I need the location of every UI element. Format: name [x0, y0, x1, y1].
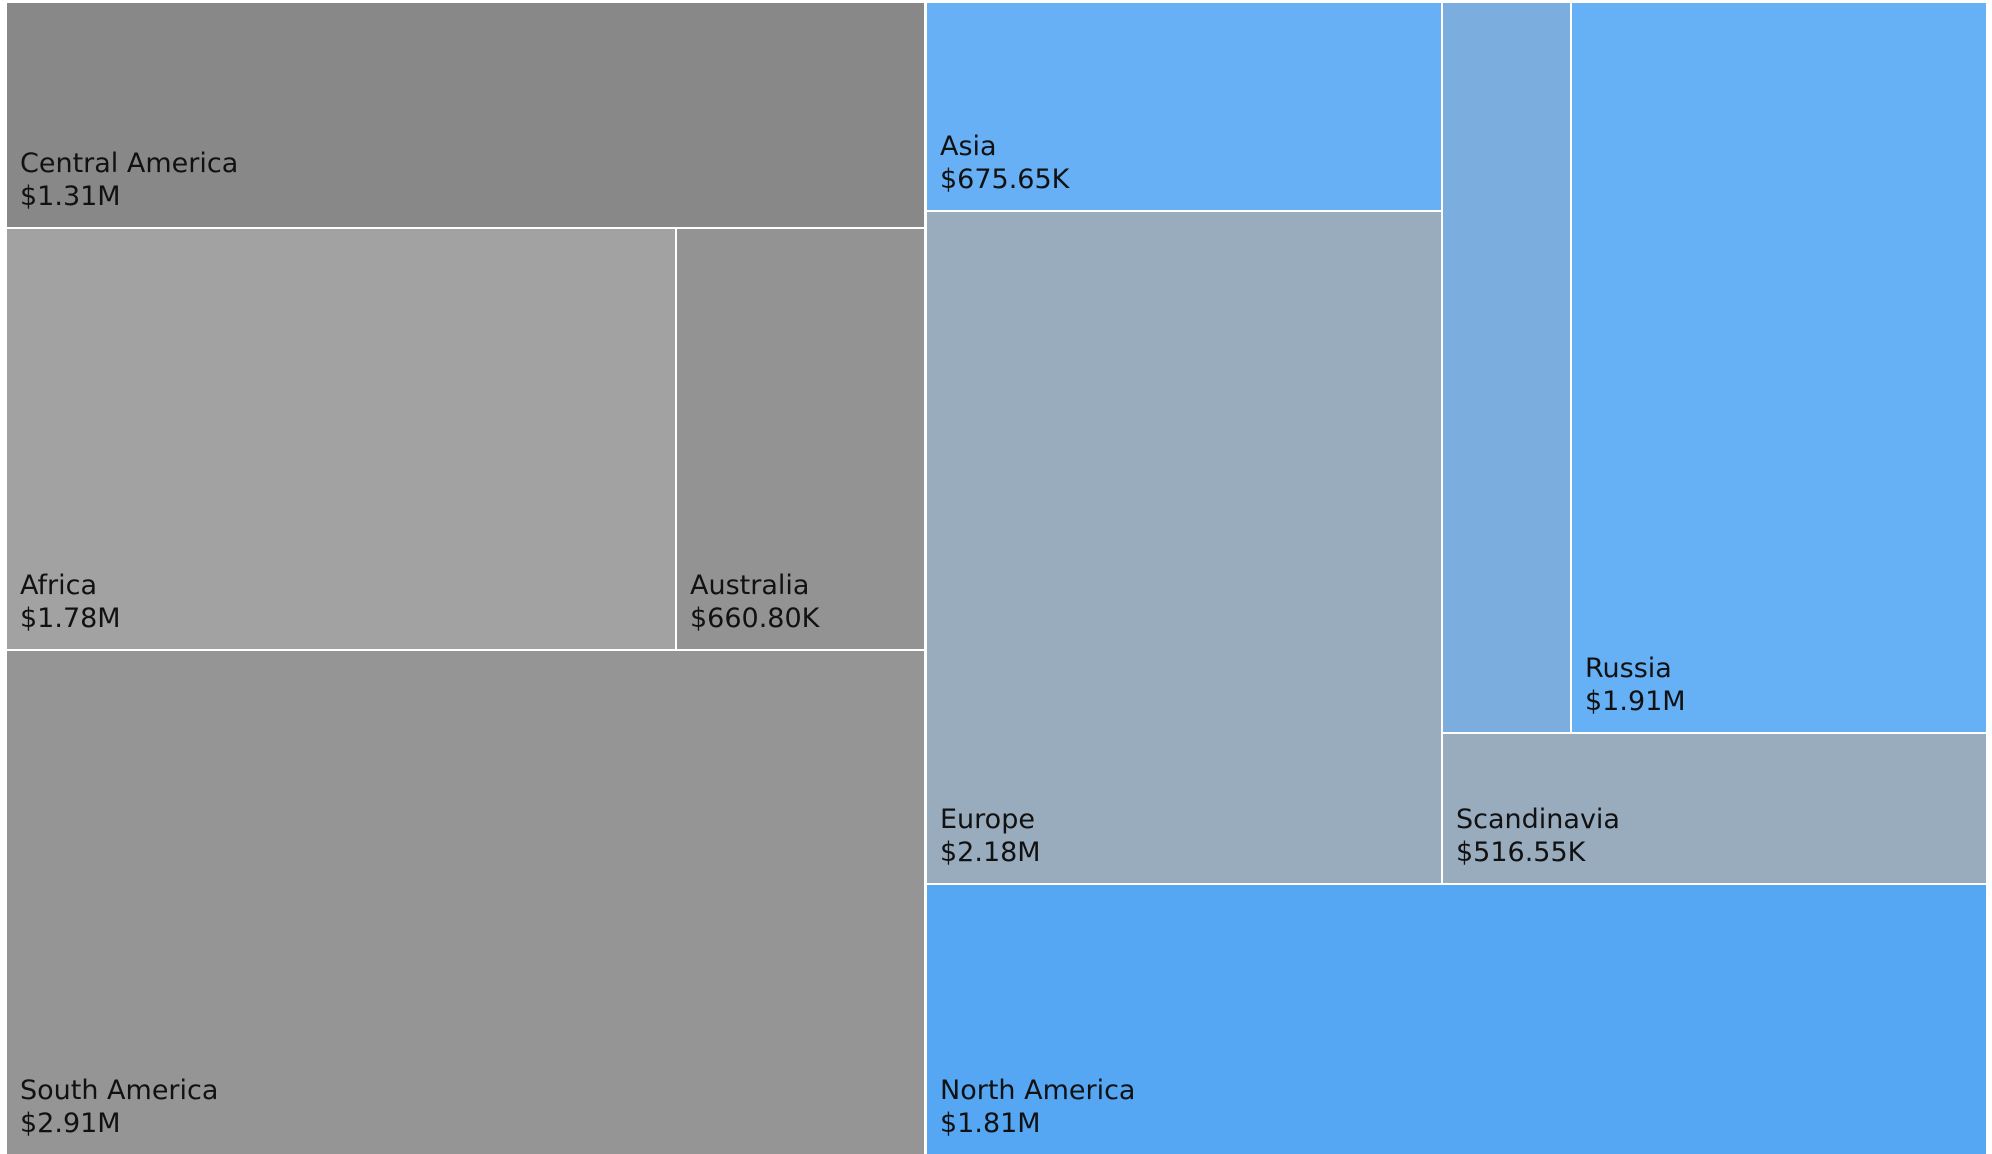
tile-label: Russia $1.91M: [1585, 652, 1686, 718]
treemap-tile-unlabeled[interactable]: [1443, 3, 1570, 732]
treemap-tile-north-america[interactable]: North America $1.81M: [927, 885, 1986, 1154]
tile-label: South America $2.91M: [20, 1074, 218, 1140]
tile-name: Russia: [1585, 653, 1672, 684]
tile-value: $1.91M: [1585, 686, 1686, 717]
tile-name: South America: [20, 1075, 219, 1106]
tile-name: Africa: [20, 570, 98, 601]
tile-value: $2.91M: [20, 1108, 121, 1139]
tile-label: Central America $1.31M: [20, 147, 238, 213]
treemap-tile-russia[interactable]: Russia $1.91M: [1572, 3, 1986, 732]
tile-label: North America $1.81M: [940, 1074, 1135, 1140]
tile-name: Europe: [940, 804, 1035, 835]
tile-value: $660.80K: [690, 603, 820, 634]
treemap-tile-australia[interactable]: Australia $660.80K: [677, 229, 924, 649]
treemap-tile-europe[interactable]: Europe $2.18M: [927, 212, 1441, 883]
treemap-tile-scandinavia[interactable]: Scandinavia $516.55K: [1443, 734, 1986, 883]
tile-value: $2.18M: [940, 837, 1041, 868]
treemap-tile-south-america[interactable]: South America $2.91M: [7, 651, 924, 1154]
tile-label: Europe $2.18M: [940, 803, 1041, 869]
tile-name: Australia: [690, 570, 810, 601]
treemap-tile-asia[interactable]: Asia $675.65K: [927, 3, 1441, 210]
tile-name: Central America: [20, 148, 239, 179]
tile-label: Australia $660.80K: [690, 569, 819, 635]
tile-value: $1.31M: [20, 181, 121, 212]
tile-value: $1.81M: [940, 1108, 1041, 1139]
tile-value: $1.78M: [20, 603, 121, 634]
tile-name: Scandinavia: [1456, 804, 1620, 835]
tile-label: Africa $1.78M: [20, 569, 121, 635]
tile-value: $675.65K: [940, 164, 1070, 195]
treemap-tile-central-america[interactable]: Central America $1.31M: [7, 3, 924, 227]
treemap-tile-africa[interactable]: Africa $1.78M: [7, 229, 675, 649]
tile-value: $516.55K: [1456, 837, 1586, 868]
tile-label: Asia $675.65K: [940, 130, 1069, 196]
tile-label: Scandinavia $516.55K: [1456, 803, 1620, 869]
tile-name: Asia: [940, 131, 997, 162]
tile-name: North America: [940, 1075, 1136, 1106]
